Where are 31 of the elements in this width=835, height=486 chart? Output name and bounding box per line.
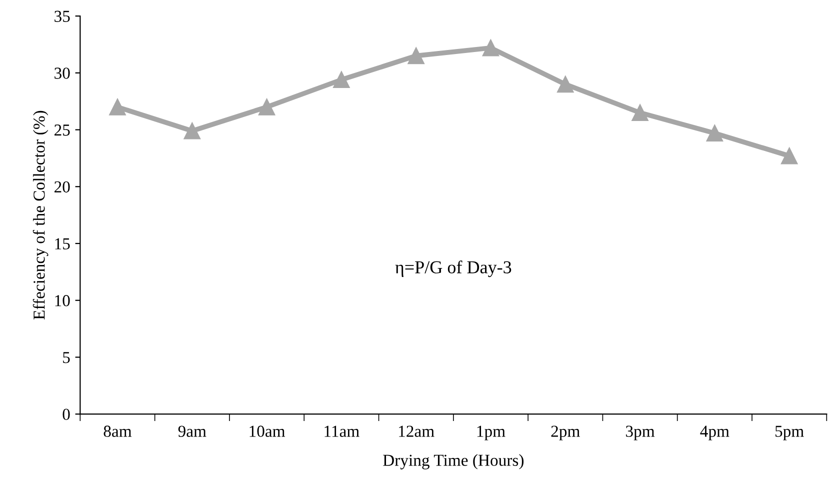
point [557,76,574,93]
x-tick-label: 9am [178,426,206,437]
annotation: η=P/G of Day-3 [395,260,512,278]
x-axis-title: Drying Time (Hours) [383,454,524,470]
point [632,104,648,122]
point [333,71,350,88]
x-tick-label: 12am [399,426,434,437]
y-tick-label: 15 [55,238,70,250]
y-tick-label: 10 [55,295,70,306]
x-tick-label: 10am [250,426,286,437]
y-tick-label: 25 [54,124,70,136]
x-tick-label: 5pm [775,426,804,440]
y-tick-label: 35 [54,10,70,22]
x-tick-label: 8am [104,426,132,437]
y-axis-title: Effeciency of the Collector (%) [32,110,48,320]
point [184,122,200,140]
y-tick-label: 5 [63,352,70,364]
point [258,98,276,116]
point [706,124,724,142]
point [780,148,798,164]
x-tick-label: 4pm [700,426,730,440]
x-tick-label: 11am [324,426,360,437]
x-tick-label: 2pm [551,426,580,440]
y-tick-label: 0 [62,408,70,420]
point [109,98,126,116]
x-tick-label: 1pm [477,426,506,440]
y-tick-label: 20 [54,181,70,193]
y-tick-label: 30 [54,68,70,79]
x-tick-label: 3pm [626,426,655,440]
point [408,48,424,64]
point [482,40,500,56]
